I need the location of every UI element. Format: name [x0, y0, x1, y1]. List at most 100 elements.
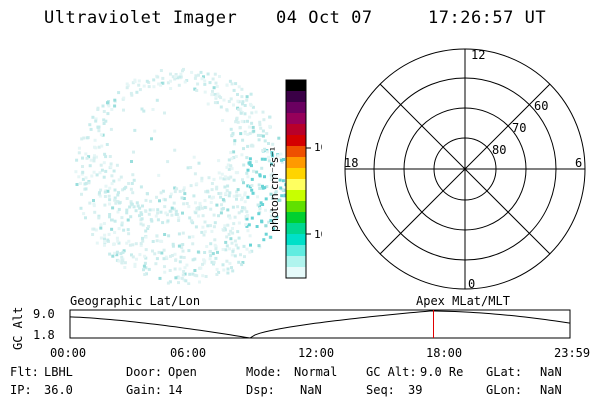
image-pixel	[217, 171, 221, 175]
image-pixel	[272, 227, 276, 231]
image-pixel	[246, 144, 250, 148]
colorbar-cell	[286, 179, 306, 191]
colorbar: 100 10 photon cm⁻²s⁻¹	[268, 79, 322, 279]
image-pixel	[222, 268, 226, 272]
image-pixel	[175, 187, 179, 191]
image-pixel	[159, 210, 163, 214]
image-pixel	[116, 239, 120, 243]
image-pixel	[182, 270, 186, 273]
image-pixel	[97, 129, 101, 133]
image-pixel	[141, 204, 144, 208]
image-pixel	[103, 152, 107, 156]
image-pixel	[156, 75, 160, 79]
image-pixel	[217, 159, 221, 163]
image-pixel	[255, 160, 258, 163]
image-pixel	[239, 107, 243, 111]
image-pixel	[154, 262, 158, 266]
image-pixel	[227, 100, 231, 103]
image-pixel	[270, 197, 274, 200]
image-pixel	[214, 247, 218, 251]
image-pixel	[195, 206, 199, 210]
colorbar-cell	[286, 190, 306, 202]
colorbar-cell	[286, 157, 306, 169]
image-pixel	[97, 145, 101, 149]
image-pixel	[164, 255, 168, 259]
image-pixel	[183, 80, 187, 84]
image-pixel	[182, 197, 186, 200]
image-pixel	[250, 143, 254, 147]
image-pixel	[261, 184, 264, 188]
image-pixel	[177, 83, 181, 87]
image-pixel	[240, 209, 244, 213]
image-pixel	[159, 191, 163, 195]
image-pixel	[265, 132, 269, 136]
image-pixel	[145, 79, 149, 83]
image-pixel	[183, 272, 187, 276]
image-pixel	[138, 214, 141, 218]
image-pixel	[251, 125, 255, 129]
image-pixel	[174, 209, 178, 213]
image-pixel	[102, 118, 106, 122]
image-pixel	[133, 265, 137, 268]
image-pixel	[127, 232, 131, 236]
image-pixel	[169, 72, 172, 76]
colorbar-tick-100: 100	[314, 141, 322, 154]
image-pixel	[234, 171, 238, 175]
image-pixel	[245, 156, 249, 160]
image-pixel	[244, 223, 248, 227]
colorbar-cell	[286, 212, 306, 224]
image-pixel	[115, 236, 119, 240]
image-pixel	[217, 271, 221, 274]
image-pixel	[95, 241, 99, 245]
image-pixel	[117, 91, 121, 95]
image-pixel	[117, 241, 121, 245]
image-pixel	[269, 178, 273, 182]
image-pixel	[147, 267, 151, 271]
image-pixel	[184, 279, 188, 283]
image-pixel	[81, 156, 84, 160]
image-pixel	[246, 175, 250, 179]
image-pixel	[177, 244, 181, 248]
image-pixel	[245, 224, 249, 228]
image-pixel	[108, 215, 111, 219]
status-ip-key: IP:	[10, 383, 32, 397]
image-pixel	[192, 194, 196, 198]
image-pixel	[181, 211, 184, 215]
image-pixel	[93, 154, 96, 158]
image-pixel	[151, 249, 154, 253]
image-pixel	[221, 198, 225, 202]
image-pixel	[257, 244, 261, 248]
image-pixel	[221, 119, 225, 122]
image-pixel	[163, 205, 167, 209]
image-pixel	[183, 192, 187, 196]
image-pixel	[226, 271, 230, 275]
image-pixel	[144, 266, 148, 270]
image-pixel	[235, 197, 238, 201]
image-pixel	[259, 126, 263, 130]
image-pixel	[181, 273, 185, 277]
image-pixel	[115, 163, 119, 167]
image-pixel	[111, 254, 115, 258]
image-pixel	[120, 255, 124, 259]
image-pixel	[155, 195, 158, 199]
image-pixel	[260, 157, 264, 161]
image-pixel	[219, 191, 223, 195]
image-pixel	[99, 223, 103, 227]
image-pixel	[206, 72, 210, 76]
image-pixel	[144, 248, 148, 252]
image-pixel	[173, 148, 177, 152]
image-pixel	[107, 232, 111, 236]
image-pixel	[233, 139, 237, 143]
image-pixel	[261, 186, 265, 190]
image-pixel	[203, 79, 207, 83]
image-pixel	[120, 261, 124, 265]
image-pixel	[220, 203, 223, 207]
image-pixel	[102, 110, 106, 113]
image-pixel	[80, 172, 84, 176]
image-pixel	[269, 173, 273, 177]
image-pixel	[194, 225, 198, 229]
image-pixel	[163, 270, 167, 274]
image-pixel	[144, 256, 148, 260]
colorbar-cell	[286, 267, 306, 279]
image-pixel	[103, 195, 107, 198]
